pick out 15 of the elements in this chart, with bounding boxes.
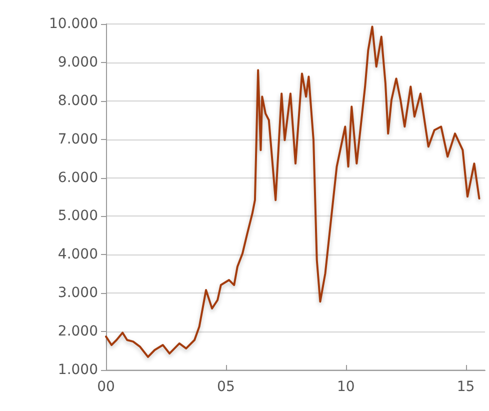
y-tick-label: 2.000 bbox=[58, 324, 98, 340]
y-tick-label: 10.000 bbox=[49, 16, 98, 32]
y-tick-label: 6.000 bbox=[58, 170, 98, 186]
y-tick-label: 7.000 bbox=[58, 131, 98, 148]
y-tick-label: 4.000 bbox=[58, 246, 98, 263]
y-tick-label: 8.000 bbox=[58, 92, 98, 109]
y-tick-label: 1.000 bbox=[58, 362, 98, 378]
x-tick-label: 00 bbox=[97, 379, 115, 395]
line-series bbox=[105, 26, 480, 358]
x-tick-label: 15 bbox=[456, 379, 475, 395]
y-tick-label: 3.000 bbox=[58, 285, 98, 302]
y-tick-label: 5.000 bbox=[58, 208, 98, 224]
y-tick-label: 9.000 bbox=[58, 54, 98, 70]
x-tick-label: 10 bbox=[336, 379, 355, 395]
x-tick-label: 05 bbox=[217, 379, 235, 395]
